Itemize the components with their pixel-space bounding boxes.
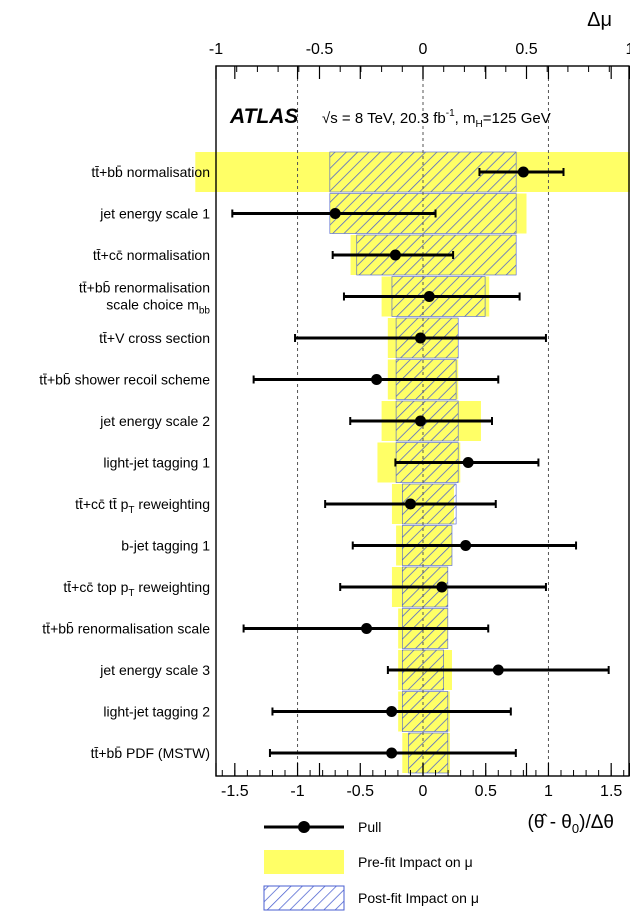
top-tick-label: 0 <box>419 41 428 58</box>
experiment-header: ATLAS √s = 8 TeV, 20.3 fb-1, mH=125 GeV <box>229 105 551 130</box>
parameter-label: jet energy scale 2 <box>99 413 210 429</box>
top-axis: -1 -0.5 0 0.5 1 <box>209 41 630 776</box>
legend-pull-label: Pull <box>358 819 381 835</box>
pull-point <box>329 208 341 219</box>
parameter-label: tt̄+bb̄ renormalisation <box>79 280 210 296</box>
pull-point <box>361 623 373 634</box>
pull-point <box>404 498 416 510</box>
parameter-label: jet energy scale 1 <box>99 206 210 222</box>
bottom-tick-label: 1 <box>544 783 553 800</box>
parameter-label: tt̄+bb̄ renormalisation scale <box>42 621 210 637</box>
pull-point <box>386 706 398 717</box>
parameter-label: tt̄+bb̄ shower recoil scheme <box>39 372 210 388</box>
pull-point <box>492 664 504 676</box>
pull-point <box>460 540 472 551</box>
parameter-label: light-jet tagging 1 <box>103 455 210 471</box>
parameter-label: tt̄+V cross section <box>99 330 210 346</box>
bottom-tick-label: -0.5 <box>346 783 374 800</box>
top-axis-title: Δμ <box>587 9 612 31</box>
parameter-label: tt̄+bb̄ normalisation <box>91 164 210 180</box>
pull-point <box>414 415 426 427</box>
bottom-tick-label: 0 <box>419 783 428 800</box>
legend-postfit-swatch <box>263 885 345 911</box>
parameter-label: light-jet tagging 2 <box>103 704 210 720</box>
experiment-label: ATLAS <box>229 105 298 128</box>
legend-prefit-swatch <box>264 850 344 874</box>
legend-pull-marker <box>298 821 310 833</box>
pull-point <box>389 249 401 261</box>
legend-postfit-label: Post-fit Impact on μ <box>358 890 479 906</box>
pull-point <box>462 457 474 468</box>
parameter-label: tt̄+cc̄ top pT reweighting <box>63 579 210 599</box>
pull-point <box>386 747 398 759</box>
parameter-label: tt̄+cc̄ normalisation <box>93 247 210 263</box>
bottom-tick-label: 0.5 <box>475 783 497 800</box>
pull-point <box>517 166 529 178</box>
bottom-tick-label: 1.5 <box>600 783 622 800</box>
parameter-labels: tt̄+bb̄ normalisation jet energy scale 1 t… <box>39 164 210 761</box>
pull-point <box>423 291 435 302</box>
parameter-label: jet energy scale 3 <box>99 662 210 678</box>
pull-markers <box>231 166 610 759</box>
top-tick-label: -0.5 <box>306 41 334 58</box>
top-tick-label: 0.5 <box>515 41 537 58</box>
top-tick-label: -1 <box>209 41 223 58</box>
pull-point <box>414 332 426 344</box>
bottom-axis-title: (θ̂ - θ0)/Δθ <box>528 812 614 836</box>
bottom-tick-label: -1 <box>290 783 304 800</box>
top-tick-label: 1 <box>626 41 630 58</box>
parameter-label-line2: scale choice mbb <box>106 297 210 317</box>
pull-point <box>436 581 448 593</box>
parameter-label: tt̄+bb̄ PDF (MSTW) <box>91 745 210 761</box>
pull-point <box>371 374 383 385</box>
bottom-axis: -1.5 -1 -0.5 0 0.5 1 1.5 <box>221 66 625 800</box>
parameter-label: tt̄+cc̄ tt̄ pT reweighting <box>75 496 210 516</box>
parameter-label: b-jet tagging 1 <box>121 538 210 554</box>
legend: Pull Pre-fit Impact on μ Post-fit Impact o… <box>263 819 479 911</box>
legend-prefit-label: Pre-fit Impact on μ <box>358 854 473 870</box>
conditions-label: √s = 8 TeV, 20.3 fb-1, mH=125 GeV <box>322 108 551 130</box>
bottom-tick-label: -1.5 <box>221 783 249 800</box>
